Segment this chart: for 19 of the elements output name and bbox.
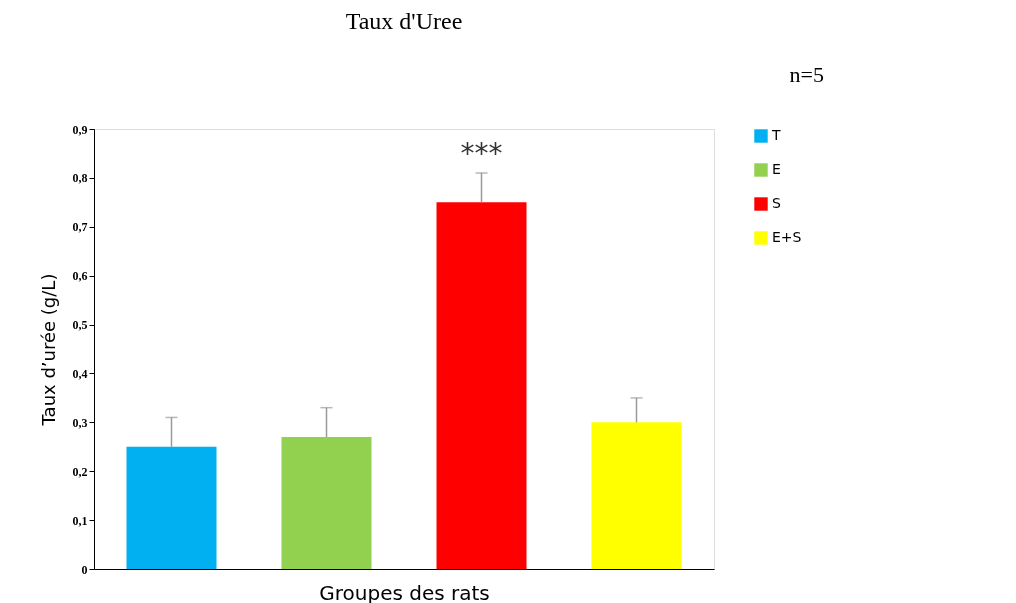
y-tick-label: 0,6 xyxy=(72,269,88,284)
x-axis-title: Groupes des rats xyxy=(319,580,490,603)
y-tick-label: 0,3 xyxy=(72,415,88,430)
y-tick-label: 0,2 xyxy=(72,464,88,479)
y-tick-label: 0 xyxy=(81,562,88,577)
legend-label: E+S xyxy=(772,229,802,245)
y-tick-label: 0,5 xyxy=(72,318,88,333)
y-axis-title: Taux d’urée (g/L) xyxy=(37,273,59,427)
annotation: *** xyxy=(460,137,503,170)
y-tick-label: 0,8 xyxy=(72,171,88,186)
y-tick-label: 0,4 xyxy=(72,366,88,381)
chart-title: Taux d'Uree xyxy=(345,8,463,34)
y-tick-label: 0,7 xyxy=(72,220,88,235)
text: n=5 xyxy=(789,62,824,87)
y-tick-label: 0,1 xyxy=(72,513,88,528)
legend-label: S xyxy=(772,195,781,211)
y-tick-label: 0,9 xyxy=(72,122,88,137)
legend-label: T xyxy=(771,127,781,143)
legend-label: E xyxy=(772,161,781,177)
